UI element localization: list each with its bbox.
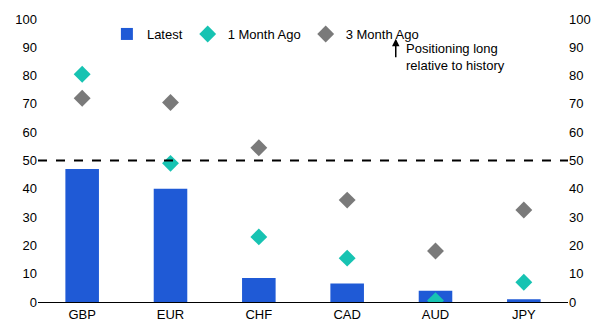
svg-text:Positioning longrelative to hi: Positioning longrelative to history (406, 41, 505, 73)
svg-text:CHF: CHF (245, 307, 272, 322)
svg-text:GBP: GBP (68, 307, 95, 322)
svg-text:90: 90 (23, 40, 37, 55)
svg-text:70: 70 (569, 96, 583, 111)
svg-text:80: 80 (569, 68, 583, 83)
svg-text:AUD: AUD (422, 307, 449, 322)
svg-text:60: 60 (23, 125, 37, 140)
svg-text:10: 10 (569, 266, 583, 281)
svg-text:60: 60 (569, 125, 583, 140)
svg-text:Latest: Latest (147, 27, 183, 42)
svg-text:3 Month Ago: 3 Month Ago (346, 27, 419, 42)
svg-text:100: 100 (569, 12, 591, 27)
svg-text:1 Month Ago: 1 Month Ago (228, 27, 301, 42)
svg-text:CAD: CAD (333, 307, 360, 322)
svg-text:30: 30 (23, 210, 37, 225)
svg-text:50: 50 (569, 153, 583, 168)
svg-text:JPY: JPY (512, 307, 536, 322)
svg-text:30: 30 (569, 210, 583, 225)
svg-text:10: 10 (23, 266, 37, 281)
svg-text:20: 20 (23, 238, 37, 253)
svg-text:100: 100 (15, 12, 37, 27)
svg-text:0: 0 (30, 295, 37, 310)
svg-text:20: 20 (569, 238, 583, 253)
svg-text:90: 90 (569, 40, 583, 55)
svg-text:80: 80 (23, 68, 37, 83)
svg-text:40: 40 (23, 181, 37, 196)
svg-text:70: 70 (23, 96, 37, 111)
svg-text:EUR: EUR (157, 307, 184, 322)
svg-text:0: 0 (569, 295, 576, 310)
svg-text:40: 40 (569, 181, 583, 196)
svg-text:50: 50 (23, 153, 37, 168)
